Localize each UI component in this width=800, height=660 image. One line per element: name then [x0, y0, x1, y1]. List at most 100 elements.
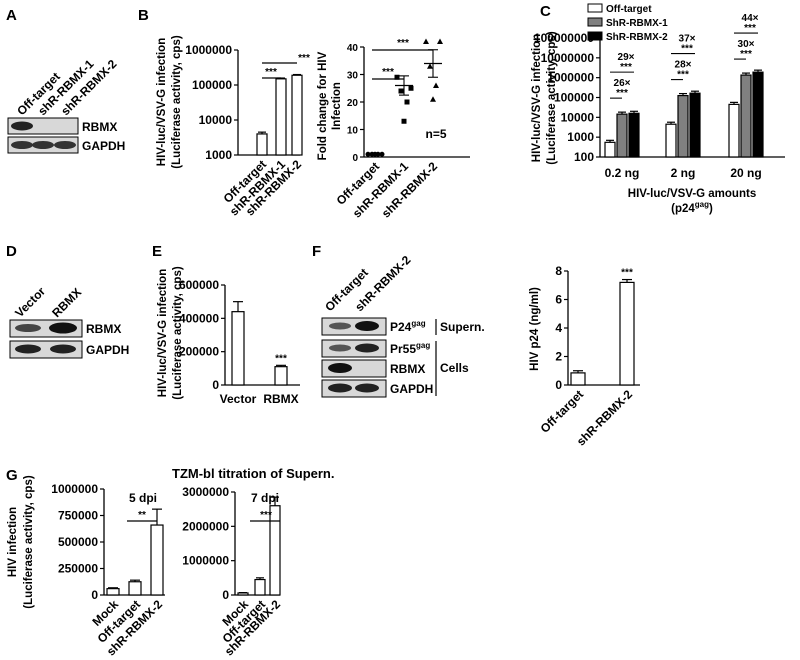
blot-d-lane-label: RBMX [49, 285, 84, 320]
blot-band [355, 343, 379, 353]
bar [256, 133, 268, 156]
y-axis-label: (Luciferase activity, cps) [171, 35, 183, 169]
panel-label-b: B [138, 7, 149, 24]
sig-label: *** [397, 38, 409, 49]
blot-band [329, 322, 351, 330]
y-tick-label: 1000 [567, 130, 594, 144]
blot-band [355, 383, 379, 393]
y-tick-label: 0 [222, 588, 229, 602]
y-axis-label: Infection [331, 82, 343, 130]
legend-swatch [587, 17, 603, 27]
y-axis-label: (Luciferase activity, cps) [172, 266, 184, 400]
y-tick-label: 500000 [58, 535, 98, 549]
fold-label: 44× [742, 13, 759, 24]
y-tick-label: 3000000 [182, 485, 229, 499]
y-axis-label: (Luciferase activity, cps) [546, 31, 558, 165]
y-tick-label: 30 [347, 71, 359, 82]
y-tick-label: 0 [91, 588, 98, 602]
x-tick-label: 20 ng [730, 166, 761, 180]
sig-label: *** [620, 62, 632, 73]
g-title: TZM-bl titration of Supern. [172, 466, 334, 481]
x-tick-label: Vector [220, 392, 257, 406]
sig-label: ** [138, 510, 146, 521]
legend-swatch [587, 31, 603, 41]
panel-label-c: C [540, 3, 551, 20]
bar [291, 74, 303, 156]
fold-label: 30× [738, 39, 755, 50]
bar [677, 94, 689, 158]
blot-band [329, 344, 351, 352]
sig-label: *** [382, 67, 394, 78]
blot-f-row-label: GAPDH [390, 382, 433, 396]
y-axis-label: HIV infection [7, 507, 19, 577]
blot-f-row-label: RBMX [390, 362, 425, 376]
blot-band [50, 344, 76, 354]
y-tick-label: 1000000 [185, 43, 232, 57]
data-point [404, 99, 410, 105]
y-tick-label: 10000000 [541, 51, 595, 65]
legend-swatch [587, 3, 603, 13]
data-point [398, 88, 404, 94]
sig-label: *** [681, 44, 693, 55]
bar [616, 113, 628, 158]
blot-f: Off-target shR-RBMX-2 P24gag Pr55gag RBM… [321, 253, 485, 398]
chart-title: 5 dpi [129, 491, 157, 505]
y-tick-label: 6 [555, 293, 562, 307]
x-tick-label: Off-target [538, 387, 587, 436]
y-axis-label: Fold change for HIV [317, 51, 329, 160]
y-tick-label: 750000 [58, 509, 98, 523]
y-tick-label: 40 [347, 43, 359, 54]
bar [254, 578, 266, 596]
blot-band [32, 141, 54, 149]
legend-label: Off-target [606, 4, 652, 15]
sig-label: *** [677, 70, 689, 81]
sig-label: *** [265, 67, 277, 78]
y-tick-label: 0 [212, 378, 219, 392]
blot-band [15, 324, 41, 332]
n-label: n=5 [425, 127, 446, 141]
data-point [401, 118, 407, 124]
y-tick-label: 600000 [179, 278, 219, 292]
blot-band [54, 141, 76, 149]
bar [237, 592, 249, 596]
y-tick-label: 20 [347, 98, 359, 109]
blot-f-group-label: Cells [440, 361, 469, 375]
bar [752, 71, 764, 158]
bar [106, 588, 120, 596]
chart-title: 7 dpi [251, 491, 279, 505]
sig-label: *** [275, 353, 287, 364]
blot-d-lane-label: Vector [12, 284, 48, 320]
y-axis-label: HIV-luc/VSV-G infection [156, 38, 168, 166]
sig-label: *** [740, 49, 752, 60]
data-point [433, 82, 439, 88]
y-axis-label: HIV p24 (ng/ml) [529, 287, 541, 371]
x-tick-label: 0.2 ng [605, 166, 640, 180]
blot-band [355, 321, 379, 331]
y-tick-label: 2 [555, 350, 562, 364]
bar [740, 74, 752, 158]
blot-f-group-label: Supern. [440, 320, 485, 334]
y-tick-label: 100 [574, 150, 594, 164]
bar [231, 311, 245, 386]
y-tick-label: 10000 [199, 113, 233, 127]
y-tick-label: 100000 [192, 78, 232, 92]
blot-band [328, 363, 352, 373]
data-point [427, 63, 433, 69]
x-axis-label: (p24gag) [671, 200, 713, 215]
y-tick-label: 1000000 [182, 554, 229, 568]
fold-label: 29× [618, 52, 635, 63]
panel-label-f: F [312, 243, 321, 260]
legend-c: Off-target ShR-RBMX-1 ShR-RBMX-2 [587, 3, 668, 43]
bar [128, 581, 142, 596]
x-tick-label: 2 ng [671, 166, 696, 180]
blot-a: Off-target shR-RBMX-1 shR-RBMX-2 RBMX GA… [7, 57, 125, 154]
y-tick-label: 1000000 [547, 71, 594, 85]
bar [628, 112, 640, 158]
y-axis-label: HIV-luc/VSV-G infection [157, 269, 169, 397]
y-tick-label: 200000 [179, 345, 219, 359]
blot-band [49, 322, 77, 334]
y-tick-label: 100000 [554, 91, 594, 105]
y-tick-label: 1000 [205, 148, 232, 162]
